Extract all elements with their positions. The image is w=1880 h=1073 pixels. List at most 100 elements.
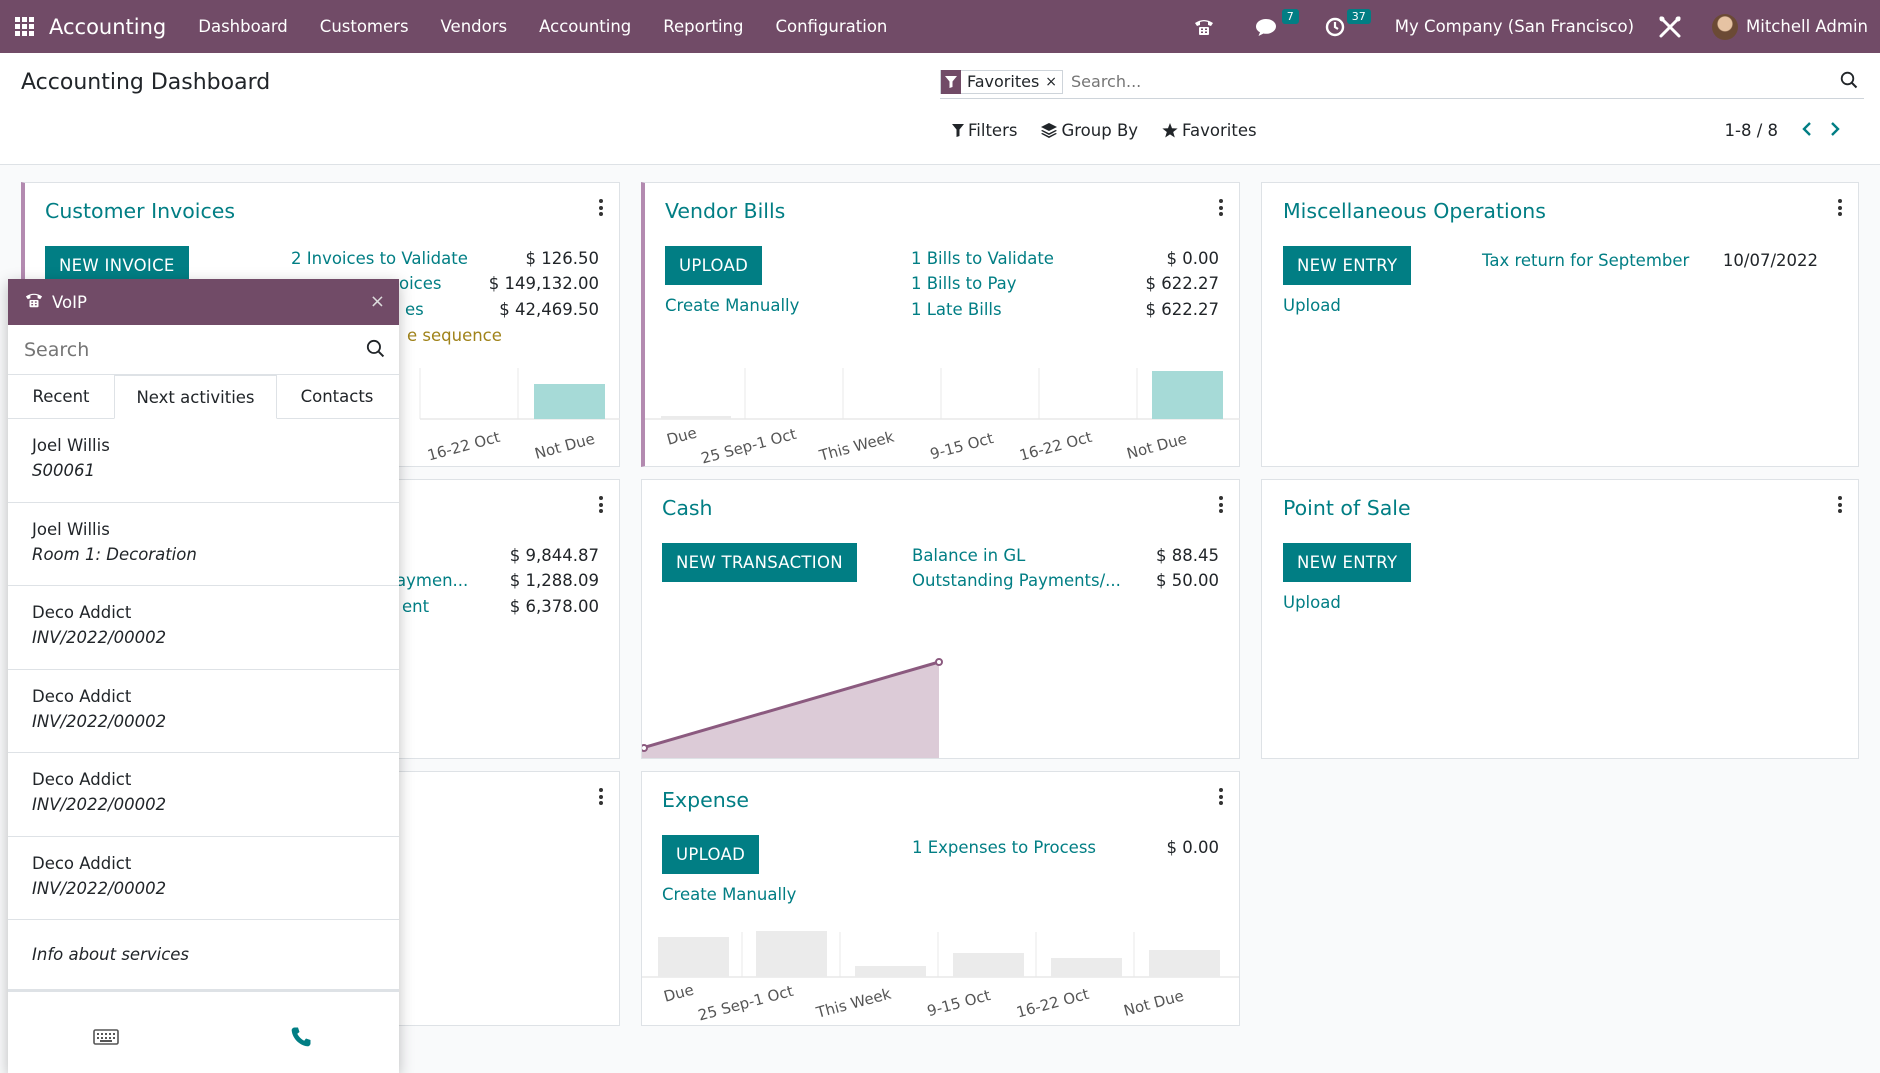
upload-link[interactable]: Upload [1283,593,1341,612]
expense-bar-chart[interactable]: Due 25 Sep-1 Oct This Week 9-15 Oct 16-2… [642,772,1239,1025]
app-brand[interactable]: Accounting [49,14,167,39]
favorites-button[interactable]: Favorites [1162,121,1257,140]
stat-link[interactable]: 1 Bills to Pay [911,274,1017,293]
card-options-icon[interactable] [1838,496,1842,516]
stat-link[interactable]: Balance in GL [912,546,1026,565]
stat-value: $ 622.27 [1145,274,1219,293]
stat-link[interactable]: ent [402,597,430,616]
new-entry-button[interactable]: NEW ENTRY [1283,543,1412,582]
pager-previous-icon[interactable] [1802,121,1812,140]
activity-link[interactable]: Tax return for September [1482,251,1690,270]
stat-link[interactable]: 2 Invoices to Validate [291,249,468,268]
stat-link[interactable]: es [405,300,424,319]
messages-icon[interactable]: 7 [1255,8,1299,37]
new-transaction-button[interactable]: NEW TRANSACTION [662,543,857,582]
list-item[interactable]: Joel Willis S00061 [8,419,399,503]
control-panel: Accounting Dashboard Favorites × Filters… [0,53,1880,165]
avatar [1712,13,1739,40]
list-item[interactable]: Joel Willis Room 1: Decoration [8,503,399,586]
voip-header[interactable]: VoIP × [8,279,399,325]
menu-reporting[interactable]: Reporting [663,17,744,36]
apps-menu-icon[interactable] [15,16,35,37]
debug-tools-icon[interactable] [1658,15,1682,39]
search-facet: Favorites × [940,69,1064,94]
stat-link[interactable]: 1 Late Bills [911,300,1002,319]
tab-contacts[interactable]: Contacts [300,387,374,406]
menu-dashboard[interactable]: Dashboard [198,17,288,36]
chart-label-16-22-oct: 16-22 Oct [1014,985,1091,1022]
menu-vendors[interactable]: Vendors [440,17,508,36]
card-title[interactable]: Customer Invoices [45,199,236,223]
sequence-warning-link[interactable]: e sequence [407,326,502,345]
card-options-icon[interactable] [1219,199,1223,219]
search-icon[interactable] [1840,71,1858,93]
activity-reference: INV/2022/00002 [32,878,167,898]
voip-search [8,325,399,375]
create-manually-link[interactable]: Create Manually [662,885,797,904]
pager-next-icon[interactable] [1830,121,1840,140]
cash-point [935,658,943,666]
activity-partner: Joel Willis [32,519,110,539]
stat-link[interactable]: Outstanding Payments/... [912,571,1121,590]
menu-customers[interactable]: Customers [319,17,409,36]
stat-link[interactable]: aymen... [396,571,469,590]
activity-reference: INV/2022/00002 [32,795,167,814]
card-options-icon[interactable] [1219,496,1223,516]
voip-phone-icon[interactable] [1193,17,1215,37]
list-item[interactable]: Deco Addict INV/2022/00002 [8,837,399,920]
tab-next-activities[interactable]: Next activities [114,375,277,419]
activity-reference: INV/2022/00002 [32,711,167,731]
activities-clock-icon[interactable]: 37 [1325,8,1371,37]
cash-point [642,744,648,752]
upload-button[interactable]: UPLOAD [662,835,760,874]
chart-label-this-week: This Week [813,984,893,1022]
list-item[interactable]: Deco Addict INV/2022/00002 [8,586,399,670]
card-options-icon[interactable] [1219,788,1223,808]
card-options-icon[interactable] [599,496,603,516]
stat-link[interactable]: 1 Bills to Validate [911,249,1054,268]
list-item[interactable]: Deco Addict INV/2022/00002 [8,670,399,753]
pager-value[interactable]: 1-8 / 8 [1724,121,1779,140]
info-about-services[interactable]: Info about services [8,920,399,992]
card-title[interactable]: Miscellaneous Operations [1283,199,1546,223]
card-cash: Cash NEW TRANSACTION Balance in GL $ 88.… [641,479,1240,759]
call-phone-icon[interactable] [204,1001,400,1073]
user-name: Mitchell Admin [1746,17,1868,36]
filters-button[interactable]: Filters [952,121,1017,140]
bar-not-due [534,384,605,419]
company-switcher[interactable]: My Company (San Francisco) [1394,17,1635,36]
cash-area [642,662,939,758]
create-manually-link[interactable]: Create Manually [665,296,800,315]
list-item[interactable]: Deco Addict INV/2022/00002 [8,753,399,837]
chart-label-9-15-oct: 9-15 Oct [928,429,995,463]
card-title[interactable]: Expense [662,788,749,812]
close-icon[interactable]: × [369,291,385,312]
stat-value: $ 126.50 [525,249,599,268]
invoices-bar-chart[interactable]: 16-22 Oct Not Due [25,183,620,468]
menu-configuration[interactable]: Configuration [775,17,888,36]
card-title[interactable]: Cash [662,496,713,520]
card-options-icon[interactable] [1838,199,1842,219]
upload-button[interactable]: UPLOAD [665,246,763,285]
bar-9-15-oct [953,953,1024,977]
card-title[interactable]: Point of Sale [1283,496,1411,520]
upload-link[interactable]: Upload [1283,296,1341,315]
voip-search-input[interactable] [24,338,344,361]
stat-link[interactable]: oices [399,274,442,293]
facet-remove-icon[interactable]: × [1045,73,1058,90]
user-menu[interactable]: Mitchell Admin [1696,13,1868,40]
keypad-icon[interactable] [8,1001,204,1073]
search-icon[interactable] [366,339,385,362]
new-invoice-button[interactable]: NEW INVOICE [45,246,189,285]
cash-line-chart[interactable] [642,480,1239,758]
card-options-icon[interactable] [599,788,603,808]
tab-recent[interactable]: Recent [32,387,90,406]
bills-bar-chart[interactable]: Due 25 Sep-1 Oct This Week 9-15 Oct 16-2… [645,183,1240,468]
card-title[interactable]: Vendor Bills [665,199,786,223]
card-options-icon[interactable] [599,199,603,219]
group-by-button[interactable]: Group By [1041,121,1138,140]
stat-link[interactable]: 1 Expenses to Process [912,838,1097,857]
search-input[interactable] [1071,72,1772,91]
new-entry-button[interactable]: NEW ENTRY [1283,246,1412,285]
menu-accounting[interactable]: Accounting [539,17,632,36]
